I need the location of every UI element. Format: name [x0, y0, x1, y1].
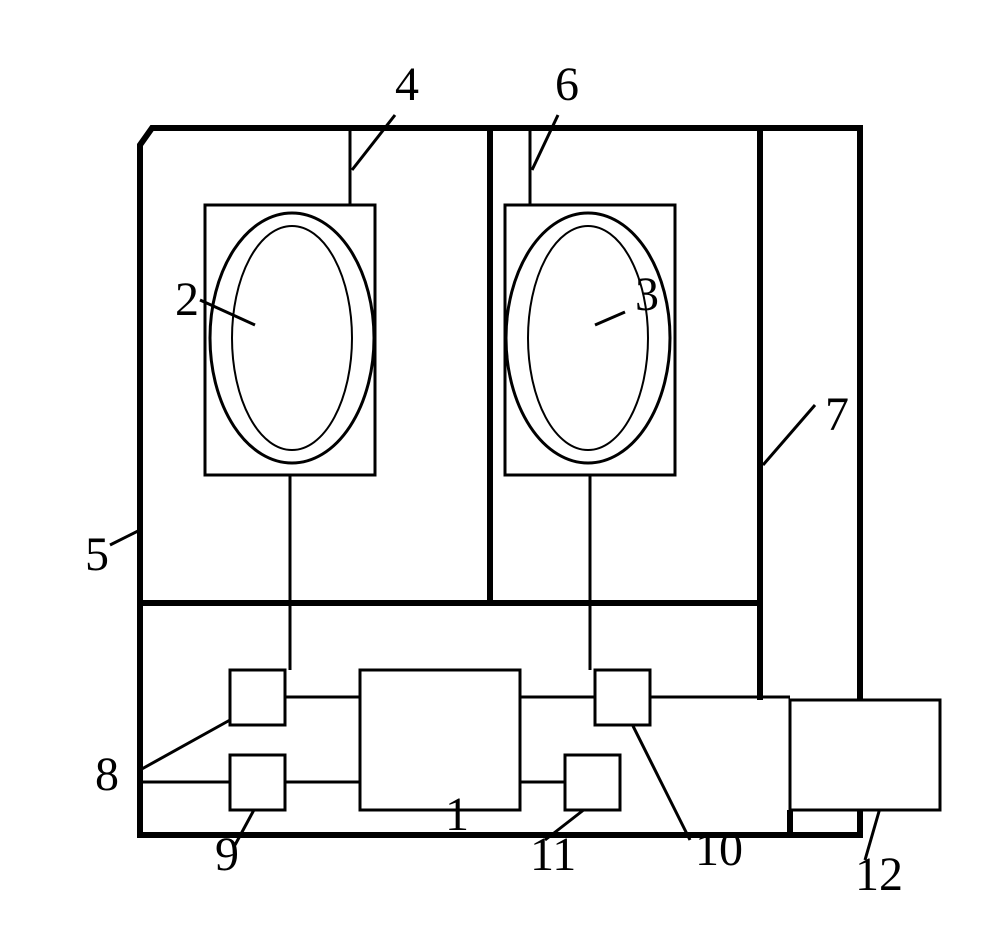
- center-box: [360, 670, 520, 810]
- valve-bottom-right: [565, 755, 620, 810]
- label-8: 8: [95, 748, 119, 801]
- label-3: 3: [635, 268, 659, 321]
- label-6: 6: [555, 58, 579, 111]
- label-1: 1: [445, 788, 469, 841]
- valve-bottom-left: [230, 755, 285, 810]
- valve-top-left: [230, 670, 285, 725]
- label-4: 4: [395, 58, 419, 111]
- tank-left: [205, 205, 375, 475]
- right-box: [790, 700, 940, 810]
- label-9: 9: [215, 828, 239, 881]
- schematic-diagram: 2 3 4 5 6 7 8 9 10 11 1 12: [0, 0, 1000, 943]
- valve-top-right: [595, 670, 650, 725]
- label-5: 5: [85, 528, 109, 581]
- label-10: 10: [695, 823, 743, 876]
- label-7: 7: [825, 388, 849, 441]
- label-2: 2: [175, 273, 199, 326]
- tank-right: [505, 205, 675, 475]
- label-11: 11: [530, 828, 576, 881]
- label-12: 12: [855, 848, 903, 901]
